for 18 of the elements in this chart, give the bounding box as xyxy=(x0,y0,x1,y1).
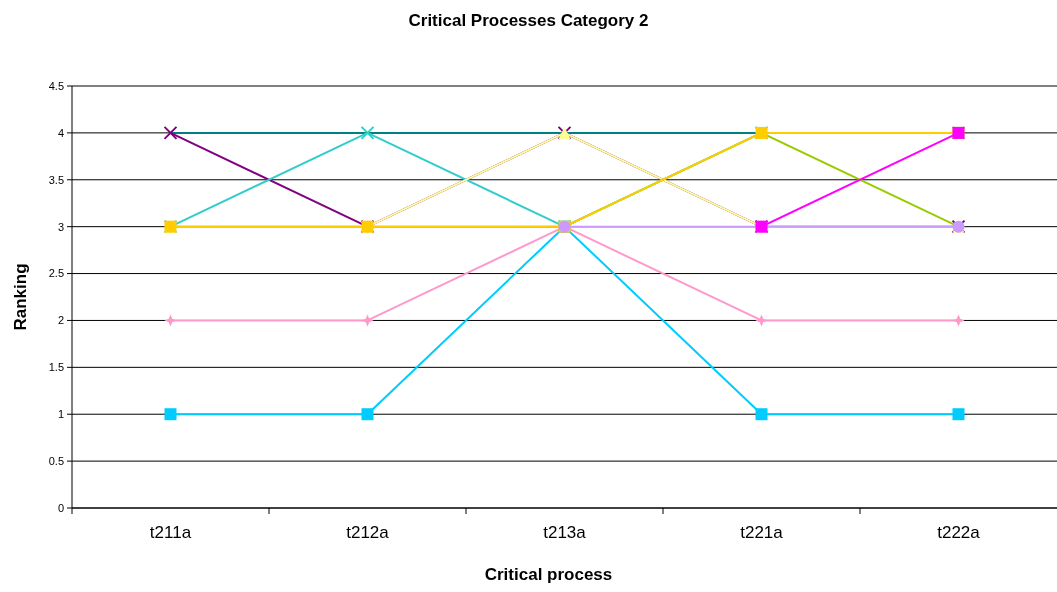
y-axis-title: Ranking xyxy=(11,263,30,331)
y-tick-label: 0.5 xyxy=(48,454,64,467)
x-tick-label: t212a xyxy=(346,523,390,542)
y-tick-label: 0 xyxy=(57,501,64,514)
y-tick-label: 2.5 xyxy=(48,267,64,280)
x-tick-label: t221a xyxy=(740,523,784,542)
y-tick-label: 1 xyxy=(57,408,64,421)
x-tick-label: t211a xyxy=(149,523,192,542)
x-tick-label: t213a xyxy=(543,523,587,542)
x-axis-title: Critical process xyxy=(484,565,613,584)
y-tick-label: 3 xyxy=(57,220,64,233)
y-tick-label: 4 xyxy=(57,126,64,139)
chart-title: Critical Processes Category 2 xyxy=(408,11,649,30)
y-tick-label: 2 xyxy=(57,314,64,327)
y-tick-label: 3.5 xyxy=(48,173,64,186)
y-tick-label: 4.5 xyxy=(48,79,64,92)
y-tick-label: 1.5 xyxy=(48,361,64,374)
x-tick-label: t222a xyxy=(937,523,981,542)
